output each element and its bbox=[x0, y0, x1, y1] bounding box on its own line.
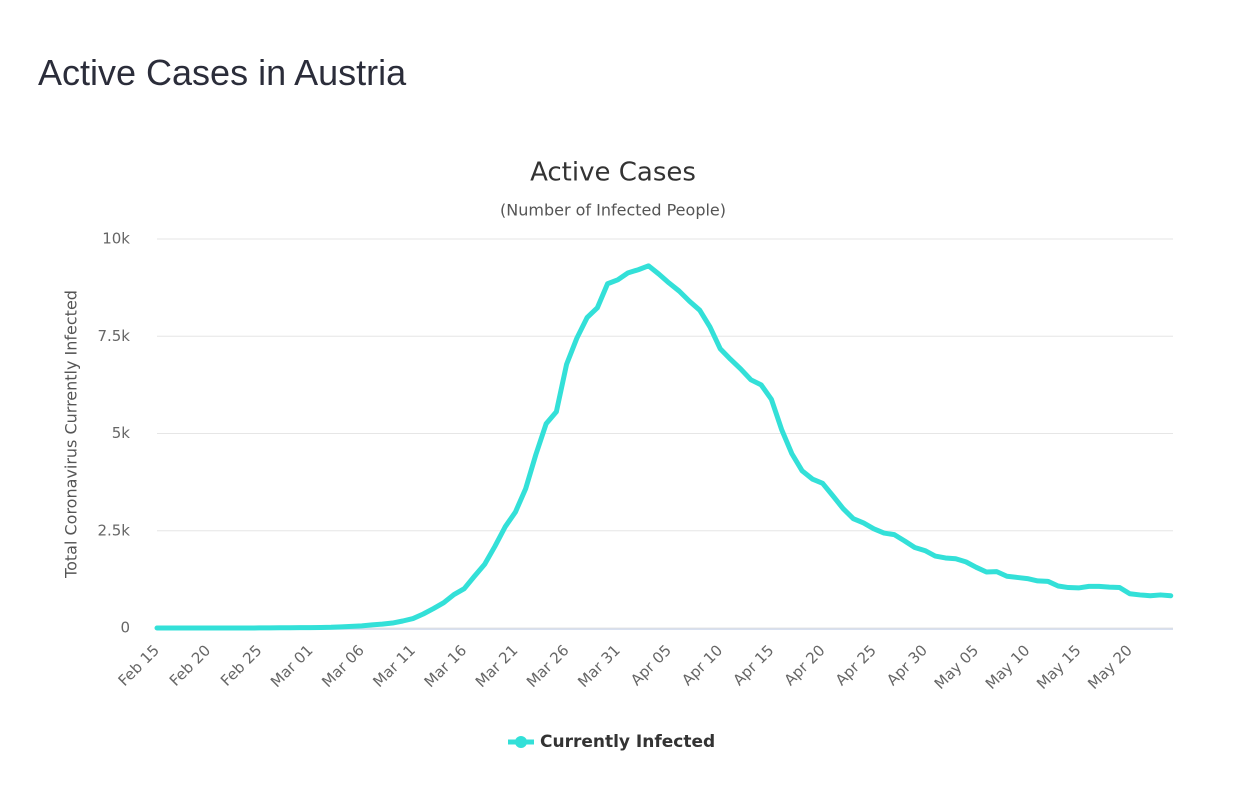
chart-title: Active Cases bbox=[530, 158, 696, 188]
legend-marker bbox=[515, 736, 527, 748]
x-tick-label: Mar 06 bbox=[318, 641, 368, 691]
y-tick-label: 5k bbox=[112, 424, 131, 442]
y-tick-label: 0 bbox=[120, 619, 130, 637]
x-tick-label: Apr 30 bbox=[883, 641, 931, 689]
x-tick-label: Mar 26 bbox=[523, 641, 573, 691]
x-tick-label: Apr 25 bbox=[832, 641, 880, 689]
x-tick-label: May 20 bbox=[1084, 641, 1136, 693]
legend-label: Currently Infected bbox=[540, 732, 715, 752]
data-line bbox=[154, 263, 1174, 631]
x-tick-label: May 15 bbox=[1033, 641, 1085, 693]
x-tick-label: Apr 05 bbox=[627, 641, 675, 689]
x-tick-label: Apr 10 bbox=[678, 641, 726, 689]
x-tick-label: Mar 01 bbox=[267, 641, 317, 691]
page-title: Active Cases in Austria bbox=[38, 52, 407, 93]
x-tick-label: Apr 15 bbox=[729, 641, 777, 689]
x-tick-label: Feb 15 bbox=[115, 641, 163, 689]
y-tick-label: 7.5k bbox=[97, 327, 130, 345]
x-tick-label: May 05 bbox=[931, 641, 983, 693]
y-tick-label: 10k bbox=[102, 230, 130, 248]
x-tick-label: Mar 16 bbox=[421, 641, 471, 691]
y-tick-label: 2.5k bbox=[97, 521, 130, 539]
x-tick-label: Mar 31 bbox=[574, 641, 624, 691]
x-tick-label: May 10 bbox=[982, 641, 1034, 693]
chart-subtitle: (Number of Infected People) bbox=[500, 201, 726, 220]
x-tick-label: Mar 21 bbox=[472, 641, 522, 691]
x-tick-label: Feb 20 bbox=[166, 641, 214, 689]
x-tick-label: Feb 25 bbox=[217, 641, 265, 689]
x-tick-label: Apr 20 bbox=[781, 641, 829, 689]
y-axis-title: Total Coronavirus Currently Infected bbox=[62, 290, 81, 579]
x-tick-label: Mar 11 bbox=[369, 641, 419, 691]
